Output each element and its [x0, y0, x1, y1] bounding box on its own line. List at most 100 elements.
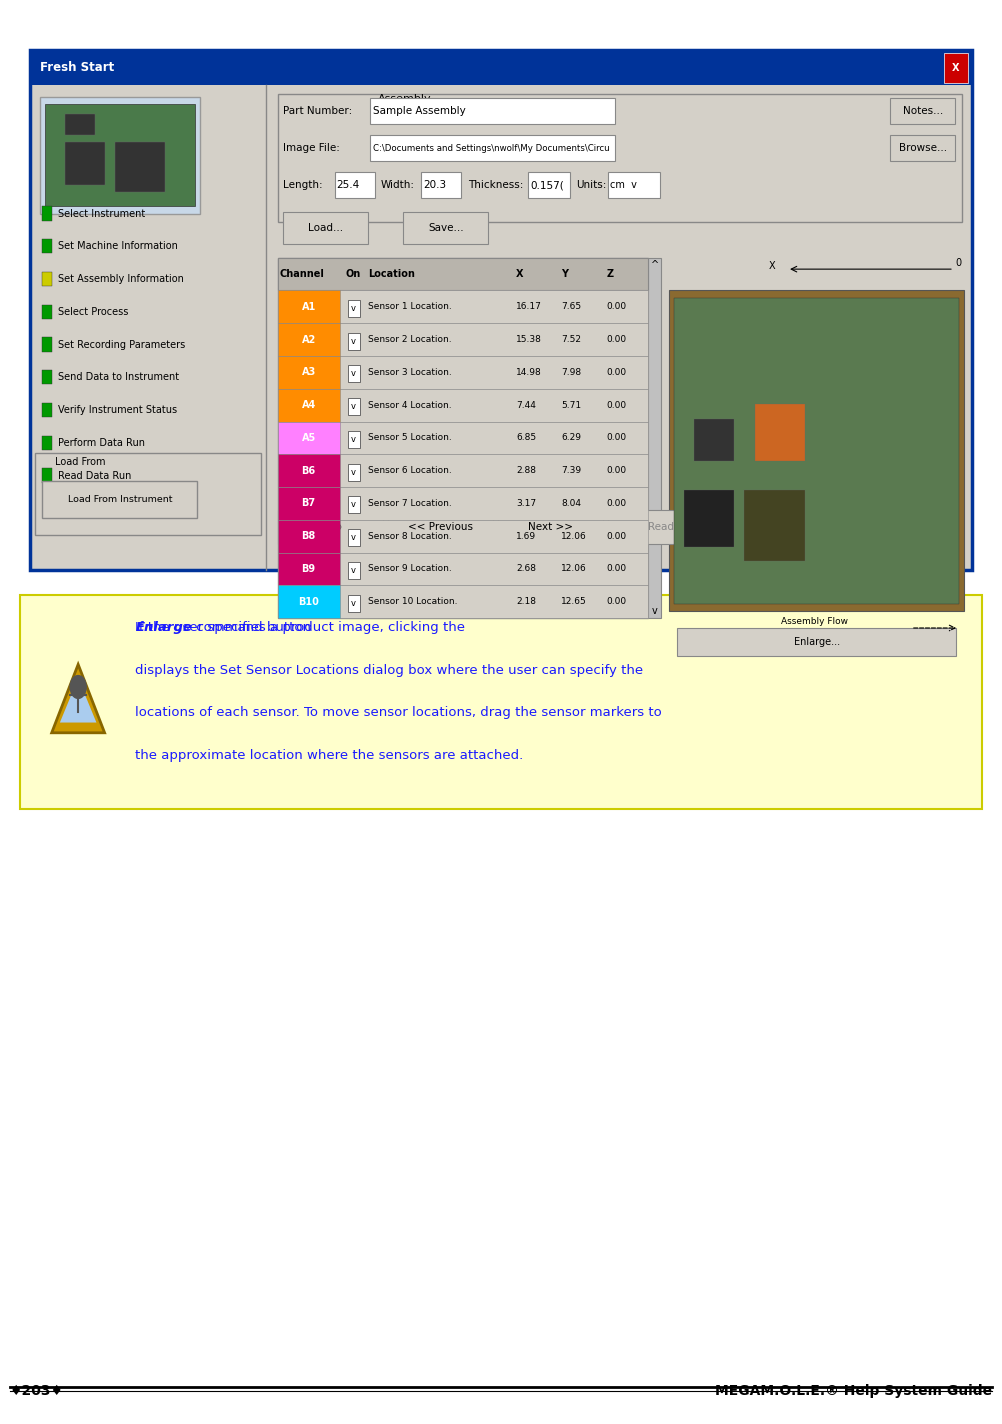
Text: 0.00: 0.00 [606, 335, 626, 345]
Bar [278, 487, 648, 520]
Bar [42, 468, 52, 483]
Text: 7.52: 7.52 [561, 335, 581, 345]
Bar [278, 356, 340, 389]
Text: Length:: Length: [283, 179, 323, 191]
Bar [42, 239, 52, 253]
Text: Read Data Run: Read Data Run [58, 470, 131, 481]
Text: 2.18: 2.18 [516, 597, 536, 607]
Bar [694, 419, 734, 461]
Text: v: v [352, 598, 356, 608]
Text: v: v [352, 303, 356, 313]
Text: Set Machine Information: Set Machine Information [58, 241, 178, 252]
Bar [669, 290, 964, 611]
Text: v: v [352, 500, 356, 510]
Bar [278, 258, 648, 290]
Bar [755, 404, 805, 461]
Bar [42, 206, 52, 221]
FancyBboxPatch shape [388, 510, 493, 544]
Bar [684, 490, 734, 547]
Polygon shape [60, 678, 96, 722]
Text: Read: Read [648, 521, 673, 533]
Bar [278, 520, 340, 553]
Text: 0.157(: 0.157( [530, 179, 564, 191]
Bar [65, 114, 95, 135]
Text: 6.29: 6.29 [561, 433, 581, 443]
Text: Save...: Save... [428, 222, 464, 234]
Text: A1: A1 [302, 302, 316, 312]
Text: Assembly Flow: Assembly Flow [782, 617, 849, 625]
Bar [370, 98, 615, 124]
Text: A2: A2 [302, 335, 316, 345]
Text: Sensor 4 Location.: Sensor 4 Location. [368, 400, 451, 410]
Text: Y: Y [561, 269, 568, 279]
Text: 12.06: 12.06 [561, 564, 587, 574]
Text: Sensor 8 Location.: Sensor 8 Location. [368, 531, 452, 541]
Text: Select Process: Select Process [58, 306, 128, 318]
Text: Sensor 7 Location.: Sensor 7 Location. [368, 498, 452, 508]
Text: 14.98: 14.98 [516, 367, 542, 377]
Bar [278, 454, 648, 487]
Text: 12.06: 12.06 [561, 531, 587, 541]
Bar [348, 562, 360, 580]
Text: 8.04: 8.04 [561, 498, 581, 508]
FancyBboxPatch shape [608, 510, 713, 544]
Text: X: X [516, 269, 523, 279]
Bar [278, 520, 648, 553]
Bar [278, 553, 648, 585]
Text: 6.85: 6.85 [516, 433, 536, 443]
Text: Load From: Load From [55, 457, 105, 467]
Text: Part Number:: Part Number: [283, 105, 352, 117]
Text: v: v [352, 402, 356, 412]
Bar [348, 333, 360, 350]
Text: Sensor 3 Location.: Sensor 3 Location. [368, 367, 452, 377]
Text: Set Assembly Information: Set Assembly Information [58, 273, 184, 285]
Bar [944, 53, 968, 83]
Text: Assembly: Assembly [378, 94, 432, 104]
Bar [348, 366, 360, 383]
Bar [674, 298, 959, 604]
Bar [348, 595, 360, 612]
FancyBboxPatch shape [403, 212, 488, 244]
Text: Fresh Start: Fresh Start [40, 61, 114, 74]
Bar [348, 464, 360, 481]
Bar [278, 422, 648, 454]
Text: v: v [352, 565, 356, 575]
Text: C:\Documents and Settings\nwolf\My Documents\Circu: C:\Documents and Settings\nwolf\My Docum… [373, 144, 609, 152]
Bar [65, 142, 105, 185]
Text: B6: B6 [302, 466, 316, 476]
Bar [30, 50, 972, 85]
Text: Next >>: Next >> [528, 521, 573, 533]
Text: MEGAM.O.L.E.® Help System Guide: MEGAM.O.L.E.® Help System Guide [714, 1384, 992, 1398]
Text: 2.88: 2.88 [516, 466, 536, 476]
Text: Notes...: Notes... [903, 105, 943, 117]
Bar [648, 258, 661, 618]
Bar [608, 172, 660, 198]
Bar [278, 454, 340, 487]
Text: 12.65: 12.65 [561, 597, 587, 607]
Text: Send Data to Instrument: Send Data to Instrument [58, 372, 179, 383]
Bar [42, 370, 52, 384]
Bar [115, 142, 165, 192]
Bar [278, 585, 648, 618]
Bar [278, 290, 648, 323]
FancyBboxPatch shape [278, 510, 383, 544]
Text: Z: Z [606, 269, 613, 279]
Text: 7.98: 7.98 [561, 367, 581, 377]
Text: 0: 0 [956, 258, 962, 269]
FancyBboxPatch shape [40, 97, 200, 214]
Polygon shape [52, 665, 104, 733]
Text: 20.3: 20.3 [423, 179, 446, 191]
Text: ^: ^ [650, 259, 659, 271]
Text: Width:: Width: [381, 179, 415, 191]
Text: Sensor 5 Location.: Sensor 5 Location. [368, 433, 452, 443]
Text: v: v [352, 434, 356, 444]
Bar [278, 94, 962, 222]
Text: 0.00: 0.00 [606, 433, 626, 443]
Text: 7.65: 7.65 [561, 302, 581, 312]
Bar [42, 436, 52, 450]
Text: Enlarge: Enlarge [135, 621, 192, 634]
Text: Sensor 2 Location.: Sensor 2 Location. [368, 335, 451, 345]
Circle shape [70, 675, 86, 698]
Text: 0.00: 0.00 [606, 498, 626, 508]
Text: cm  v: cm v [610, 179, 637, 191]
